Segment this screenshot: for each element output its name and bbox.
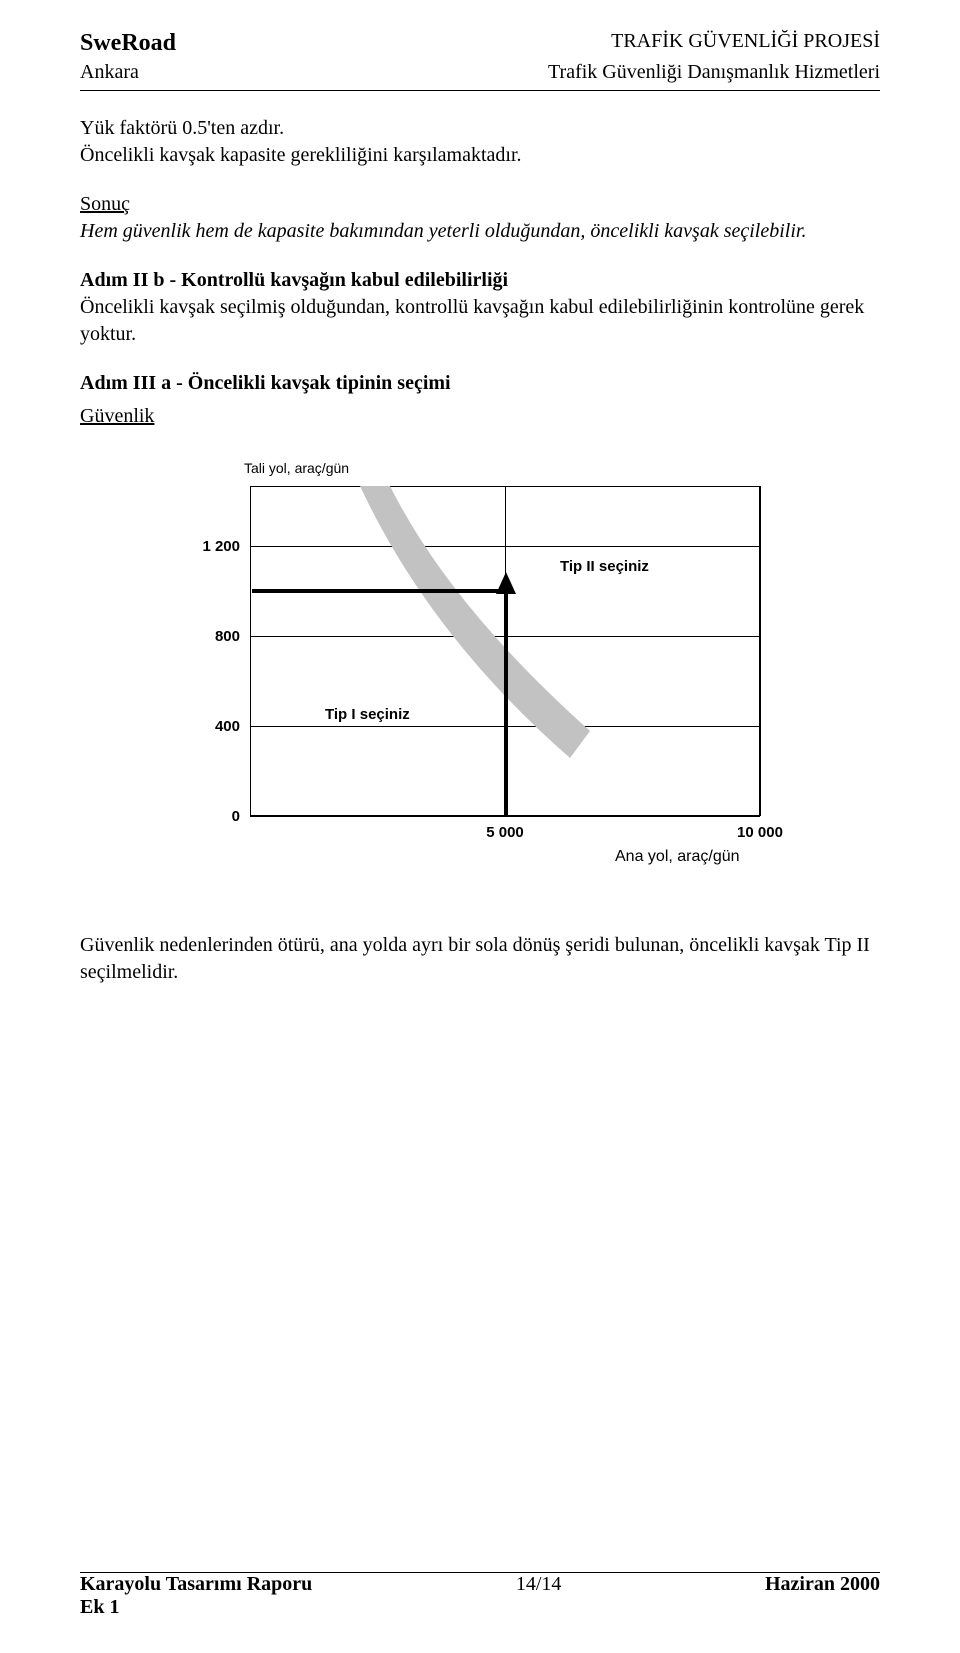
chart-ytick-800: 800 (190, 628, 240, 645)
footer-left: Karayolu Tasarımı Raporu (80, 1573, 312, 1596)
chart-x-axis (250, 816, 760, 817)
footer-right: Haziran 2000 (765, 1573, 880, 1596)
load-factor-line1: Yük faktörü 0.5'ten azdır. (80, 117, 284, 139)
chart-gridline-5000 (505, 486, 506, 816)
adim3a-title-block: Adım III a - Öncelikli kavşak tipinin se… (80, 370, 880, 397)
chart-x-axis-label: Ana yol, araç/gün (615, 848, 740, 866)
chart-y-axis-label: Tali yol, araç/gün (244, 460, 349, 476)
selection-chart: Tali yol, araç/gün 1 200 800 400 0 5 000… (190, 458, 810, 898)
paragraph-load-factor: Yük faktörü 0.5'ten azdır. Öncelikli kav… (80, 115, 880, 169)
chart-ytick-400: 400 (190, 718, 240, 735)
adim3a-title: Adım III a - Öncelikli kavşak tipinin se… (80, 372, 451, 394)
guvenlik-heading: Güvenlik (80, 405, 154, 427)
paragraph-adim2b: Adım II b - Kontrollü kavşağın kabul edi… (80, 267, 880, 348)
header-left-bold: SweRoad (80, 30, 176, 57)
header-left-reg: Ankara (80, 61, 139, 84)
chart-ytick-1200: 1 200 (190, 538, 240, 555)
closing-paragraph: Güvenlik nedenlerinden ötürü, ana yolda … (80, 932, 880, 986)
chart-gridline-10000 (760, 486, 761, 816)
paragraph-sonuc: Sonuç Hem güvenlik hem de kapasite bakım… (80, 191, 880, 245)
sonuc-heading: Sonuç (80, 193, 130, 215)
chart-tip1-label: Tip I seçiniz (325, 706, 410, 723)
footer-page-number: 14/14 (516, 1573, 562, 1596)
chart-y-axis (250, 486, 251, 816)
chart-tip2-label: Tip II seçiniz (560, 558, 649, 575)
page-footer: Karayolu Tasarımı Raporu 14/14 Haziran 2… (80, 1572, 880, 1619)
page-header: SweRoad TRAFİK GÜVENLİĞİ PROJESİ Ankara … (80, 30, 880, 91)
chart-xtick-5000: 5 000 (475, 824, 535, 841)
header-right-bot: Trafik Güvenliği Danışmanlık Hizmetleri (548, 61, 880, 84)
chart-xtick-10000: 10 000 (730, 824, 790, 841)
header-right-top: TRAFİK GÜVENLİĞİ PROJESİ (611, 30, 880, 53)
sonuc-body: Hem güvenlik hem de kapasite bakımından … (80, 220, 806, 242)
header-divider (80, 90, 880, 91)
load-factor-line2: Öncelikli kavşak kapasite gerekliliğini … (80, 144, 522, 166)
chart-ytick-0: 0 (190, 808, 240, 825)
adim2b-body: Öncelikli kavşak seçilmiş olduğundan, ko… (80, 296, 864, 345)
footer-ek: Ek 1 (80, 1596, 880, 1619)
adim2b-title: Adım II b - Kontrollü kavşağın kabul edi… (80, 269, 508, 291)
guvenlik-heading-block: Güvenlik (80, 403, 880, 430)
